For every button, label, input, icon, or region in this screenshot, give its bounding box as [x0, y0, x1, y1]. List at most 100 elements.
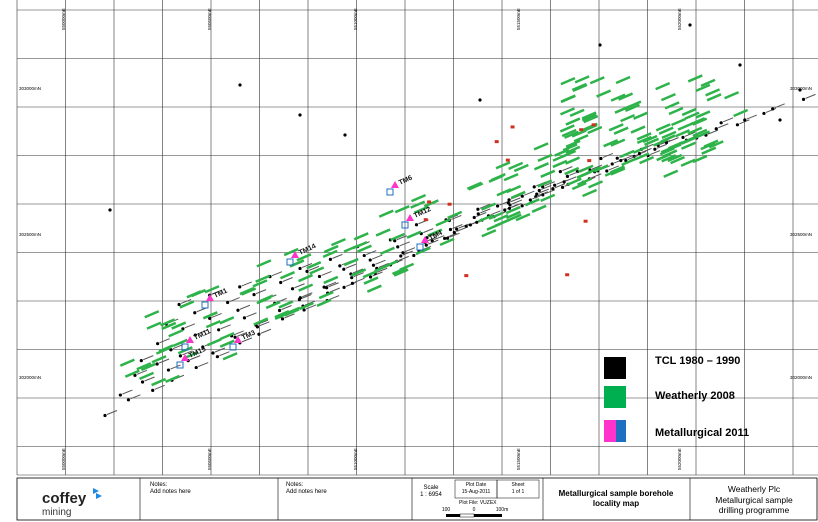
borehole: [616, 157, 619, 160]
borehole: [619, 159, 622, 162]
red-hole: [592, 123, 596, 126]
borehole: [291, 287, 294, 290]
borehole: [211, 351, 214, 354]
borehole: [771, 107, 774, 110]
borehole: [108, 208, 111, 211]
borehole: [476, 208, 479, 211]
easting-label: 551500mE: [516, 8, 521, 30]
title-frame: [17, 478, 817, 520]
borehole: [278, 309, 281, 312]
borehole: [503, 208, 506, 211]
notes-heading: Notes:: [150, 482, 168, 488]
borehole: [412, 254, 415, 257]
borehole: [496, 204, 499, 207]
borehole: [238, 285, 241, 288]
borehole: [521, 195, 524, 198]
borehole: [453, 231, 456, 234]
borehole: [446, 237, 449, 240]
borehole: [598, 43, 601, 46]
legend-label: Weatherly 2008: [655, 390, 735, 402]
sheet: 1 of 1: [512, 489, 525, 495]
borehole: [449, 228, 452, 231]
borehole: [305, 270, 308, 273]
borehole: [351, 282, 354, 285]
borehole: [127, 398, 130, 401]
borehole: [415, 223, 418, 226]
northing-label: 302000mN: [790, 375, 812, 380]
scale-bar: [446, 514, 460, 517]
logo: coffey: [42, 490, 87, 507]
borehole: [318, 275, 321, 278]
borehole: [529, 198, 532, 201]
borehole: [179, 354, 182, 357]
borehole: [167, 368, 170, 371]
borehole: [535, 193, 538, 196]
scale-heading: Scale: [423, 485, 439, 491]
borehole: [688, 23, 691, 26]
borehole: [350, 276, 353, 279]
easting-label: 550500mE: [207, 8, 212, 30]
borehole: [217, 328, 220, 331]
borehole: [372, 264, 375, 267]
borehole: [329, 258, 332, 261]
borehole: [715, 127, 718, 130]
borehole: [738, 63, 741, 66]
borehole: [342, 286, 345, 289]
borehole: [281, 317, 284, 320]
red-hole: [587, 159, 591, 162]
borehole: [611, 162, 614, 165]
borehole: [521, 204, 524, 207]
borehole: [140, 359, 143, 362]
northing-label: 302500mN: [19, 232, 41, 237]
borehole: [802, 98, 805, 101]
borehole: [563, 180, 566, 183]
red-hole: [495, 140, 499, 143]
scale-bar-label: 100: [442, 507, 451, 513]
sheet-heading: Sheet: [511, 482, 525, 488]
borehole: [443, 237, 446, 240]
borehole: [363, 254, 366, 257]
red-hole: [427, 200, 431, 203]
borehole: [638, 152, 641, 155]
borehole: [151, 389, 154, 392]
borehole: [561, 186, 564, 189]
borehole: [455, 228, 458, 231]
borehole: [599, 157, 602, 160]
borehole: [141, 380, 144, 383]
borehole: [401, 251, 404, 254]
borehole: [369, 258, 372, 261]
project: Metallurgical sampledrilling programme: [715, 495, 793, 515]
borehole: [681, 136, 684, 139]
borehole: [233, 336, 236, 339]
legend-swatch: [604, 420, 616, 442]
notes-text: Add notes here: [286, 489, 327, 495]
borehole: [298, 267, 301, 270]
borehole: [243, 316, 246, 319]
map-page: 303000mN303000mN302500mN302500mN302000mN…: [0, 0, 818, 522]
scale-bar-label: 100m: [496, 507, 509, 513]
title-block: coffey mining Notes: Add notes here Note…: [17, 478, 817, 520]
red-hole: [448, 203, 452, 206]
borehole: [396, 245, 399, 248]
northing-label: 302000mN: [19, 375, 41, 380]
notes-text: Add notes here: [150, 489, 191, 495]
easting-label: 550500mE: [207, 448, 212, 470]
borehole: [299, 296, 302, 299]
borehole: [475, 221, 478, 224]
borehole: [473, 216, 476, 219]
borehole: [477, 212, 480, 215]
borehole: [226, 301, 229, 304]
borehole: [252, 293, 255, 296]
borehole: [216, 355, 219, 358]
borehole: [538, 189, 541, 192]
legend-label: TCL 1980 – 1990: [655, 355, 740, 367]
borehole: [177, 303, 180, 306]
borehole: [425, 244, 428, 247]
easting-label: 551000mE: [353, 448, 358, 470]
borehole: [325, 286, 328, 289]
scale-bar: [474, 514, 502, 517]
borehole: [469, 223, 472, 226]
northing-label: 302500mN: [790, 232, 812, 237]
borehole: [605, 169, 608, 172]
borehole: [343, 133, 346, 136]
